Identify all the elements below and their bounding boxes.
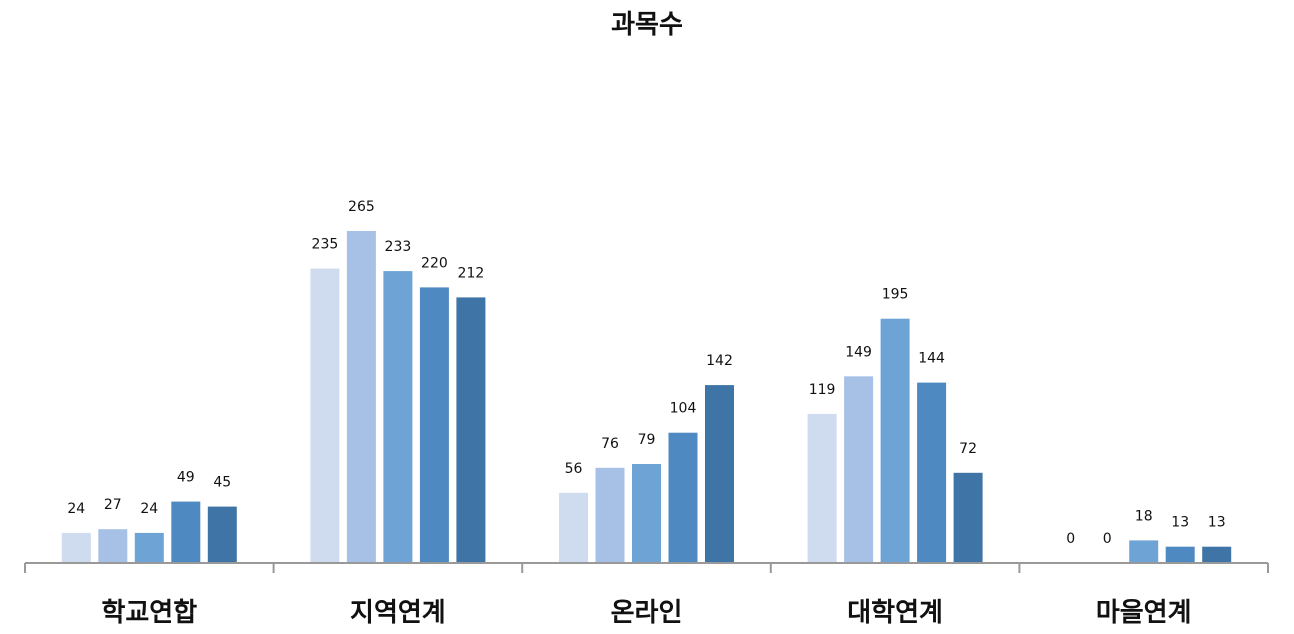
bar-3-3	[917, 382, 947, 563]
bar-2-1	[595, 467, 625, 563]
bar-3-0	[807, 413, 837, 563]
bar-2-2	[632, 464, 661, 563]
bars-layer	[61, 231, 1232, 563]
value-label-4-2: 18	[1135, 508, 1153, 524]
value-label-3-0: 119	[809, 382, 836, 398]
bar-1-1	[346, 231, 376, 563]
value-label-1-2: 233	[385, 239, 412, 255]
bar-1-0	[310, 268, 340, 563]
value-label-0-4: 45	[213, 475, 231, 491]
value-label-4-3: 13	[1171, 515, 1189, 531]
value-label-3-3: 144	[918, 351, 945, 367]
value-label-1-4: 212	[458, 265, 485, 281]
value-label-0-2: 24	[140, 501, 158, 517]
value-labels-layer: 24 27 24 49 45 235 265 233 220 212 56 76 79 104 142 119…	[67, 199, 1225, 547]
bar-1-4	[456, 297, 486, 563]
value-label-3-4: 72	[959, 441, 977, 457]
x-axis	[24, 562, 1269, 573]
value-label-0-0: 24	[67, 501, 85, 517]
category-label-4: 마을연계	[1096, 598, 1192, 628]
value-label-0-3: 49	[177, 470, 195, 486]
value-label-2-4: 142	[706, 353, 733, 369]
bar-0-0	[61, 532, 91, 563]
value-label-2-3: 104	[670, 401, 697, 417]
value-label-4-1: 0	[1103, 531, 1112, 547]
bar-0-3	[171, 501, 201, 563]
category-label-0: 학교연합	[101, 598, 197, 628]
category-label-2: 온라인	[611, 598, 683, 628]
bar-2-3	[668, 432, 698, 563]
value-label-3-2: 195	[882, 287, 909, 303]
category-label-3: 대학연계	[847, 598, 943, 628]
chart-title: 과목수	[611, 10, 683, 40]
bar-2-0	[559, 492, 588, 563]
bar-0-2	[134, 532, 164, 563]
value-label-2-0: 56	[565, 461, 583, 477]
value-label-1-1: 265	[348, 199, 375, 215]
bar-0-1	[98, 529, 128, 563]
value-label-1-3: 220	[421, 255, 448, 271]
value-label-4-4: 13	[1208, 515, 1226, 531]
value-label-2-1: 76	[601, 436, 619, 452]
value-label-0-1: 27	[104, 497, 122, 513]
bar-2-4	[705, 385, 734, 563]
category-labels-layer: 학교연합 지역연계 온라인 대학연계 마을연계	[101, 598, 1191, 628]
bar-3-4	[953, 472, 983, 563]
bar-1-2	[383, 271, 413, 563]
value-label-2-2: 79	[638, 432, 656, 448]
bar-3-1	[844, 376, 874, 563]
bar-1-3	[419, 287, 449, 563]
bar-3-2	[880, 318, 910, 563]
category-label-1: 지역연계	[350, 598, 446, 628]
bar-4-4	[1202, 546, 1232, 563]
bar-4-2	[1129, 540, 1159, 563]
bar-4-3	[1165, 546, 1195, 563]
bar-0-4	[207, 506, 237, 563]
value-label-1-0: 235	[312, 237, 339, 253]
value-label-3-1: 149	[845, 344, 872, 360]
value-label-4-0: 0	[1066, 531, 1075, 547]
